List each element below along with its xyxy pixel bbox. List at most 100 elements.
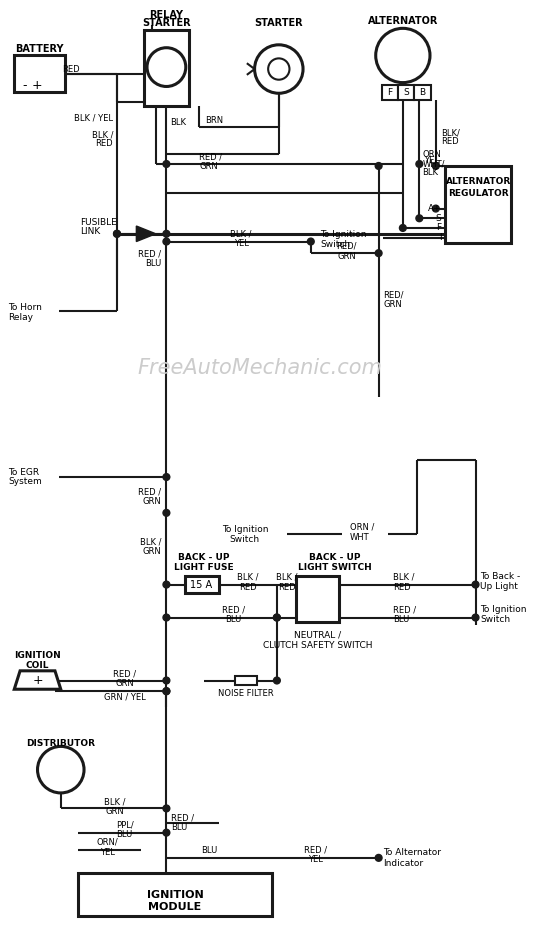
Text: STARTER: STARTER — [255, 19, 303, 28]
Circle shape — [376, 28, 430, 83]
Text: ORN: ORN — [422, 150, 441, 159]
Text: S: S — [403, 88, 409, 97]
Text: LIGHT FUSE: LIGHT FUSE — [175, 563, 234, 572]
Bar — [398, 85, 414, 100]
Text: BLU: BLU — [171, 823, 187, 833]
Text: Switch: Switch — [230, 534, 260, 544]
Bar — [14, 56, 65, 93]
Bar — [296, 576, 339, 622]
Text: BLU: BLU — [116, 830, 133, 839]
Text: REGULATOR: REGULATOR — [448, 189, 509, 197]
Circle shape — [375, 250, 382, 257]
Text: BLK /: BLK / — [92, 130, 113, 140]
Text: I: I — [439, 233, 442, 243]
Text: BLK /: BLK / — [230, 229, 252, 238]
Text: RED /: RED / — [393, 605, 417, 615]
Text: NEUTRAL /: NEUTRAL / — [294, 631, 341, 639]
Text: GRN: GRN — [383, 300, 402, 309]
Text: F: F — [387, 88, 392, 97]
Text: RED: RED — [96, 139, 113, 148]
Text: Switch: Switch — [481, 615, 511, 624]
Circle shape — [472, 615, 479, 621]
Text: -: - — [22, 79, 27, 92]
Text: A+: A+ — [428, 204, 442, 213]
Circle shape — [416, 160, 423, 167]
Bar — [185, 576, 219, 593]
Circle shape — [114, 230, 120, 237]
Text: To Back -: To Back - — [481, 572, 521, 582]
Circle shape — [472, 582, 479, 588]
Circle shape — [163, 582, 170, 588]
Text: WHT: WHT — [350, 532, 369, 542]
Text: ORN/: ORN/ — [97, 838, 118, 847]
Circle shape — [375, 162, 382, 169]
Text: System: System — [9, 478, 42, 486]
Text: RED: RED — [61, 64, 79, 74]
Text: RED /: RED / — [199, 153, 223, 161]
Text: RELAY: RELAY — [150, 9, 183, 20]
Text: YEL: YEL — [308, 855, 323, 865]
Circle shape — [163, 510, 170, 516]
Text: DISTRIBUTOR: DISTRIBUTOR — [26, 739, 95, 748]
Text: LINK: LINK — [80, 228, 100, 236]
Text: FreeAutoMechanic.com: FreeAutoMechanic.com — [137, 358, 382, 378]
Text: BLK /: BLK / — [237, 572, 258, 582]
Text: STARTER: STARTER — [142, 19, 191, 28]
Text: PPL/: PPL/ — [116, 820, 134, 830]
Circle shape — [255, 44, 303, 93]
Bar — [381, 85, 398, 100]
Bar — [78, 873, 272, 916]
Text: BLK: BLK — [170, 118, 186, 126]
Circle shape — [163, 688, 170, 695]
Circle shape — [163, 829, 170, 836]
Circle shape — [163, 230, 170, 237]
Text: To Ignition: To Ignition — [320, 230, 367, 239]
Text: RED /: RED / — [171, 814, 194, 822]
Text: BLK: BLK — [422, 168, 438, 177]
Text: BLK/: BLK/ — [441, 128, 460, 138]
Circle shape — [37, 747, 84, 793]
Text: YEL: YEL — [233, 239, 248, 248]
Text: To Horn: To Horn — [9, 303, 42, 312]
Circle shape — [416, 215, 423, 222]
Circle shape — [273, 615, 280, 621]
Text: To Alternator: To Alternator — [383, 848, 442, 856]
Circle shape — [268, 59, 289, 79]
Text: BLU: BLU — [201, 846, 217, 854]
Text: BRN: BRN — [205, 116, 223, 125]
Circle shape — [273, 677, 280, 683]
Text: RED: RED — [239, 583, 257, 592]
Text: RED /: RED / — [113, 669, 136, 678]
Text: BACK - UP: BACK - UP — [178, 553, 230, 562]
Circle shape — [375, 854, 382, 861]
Circle shape — [399, 225, 406, 231]
Text: RED: RED — [278, 583, 295, 592]
Text: IGNITION: IGNITION — [14, 650, 61, 660]
Text: GRN: GRN — [143, 548, 162, 556]
Text: RED /: RED / — [222, 605, 245, 615]
Text: BLK / YEL: BLK / YEL — [74, 114, 113, 123]
Polygon shape — [136, 226, 156, 242]
Text: GRN: GRN — [199, 162, 218, 172]
Text: ORN /: ORN / — [350, 523, 374, 531]
Text: RED /: RED / — [304, 846, 327, 854]
Text: CLUTCH SAFETY SWITCH: CLUTCH SAFETY SWITCH — [263, 641, 372, 650]
Text: RED: RED — [393, 583, 411, 592]
Text: BATTERY: BATTERY — [15, 43, 64, 54]
Text: Up Light: Up Light — [481, 582, 519, 591]
Circle shape — [163, 615, 170, 621]
Text: FUSIBLE: FUSIBLE — [80, 218, 117, 227]
Text: BLU: BLU — [393, 615, 410, 624]
Text: RED /: RED / — [138, 249, 162, 259]
Text: 15 A: 15 A — [190, 580, 213, 590]
Text: GRN / YEL: GRN / YEL — [104, 693, 146, 701]
Text: BACK - UP: BACK - UP — [309, 553, 361, 562]
Bar — [414, 85, 431, 100]
Text: BLK /: BLK / — [140, 537, 162, 547]
Circle shape — [308, 238, 314, 244]
Text: GRN: GRN — [115, 679, 134, 688]
Polygon shape — [14, 671, 61, 689]
Text: ALTERNATOR: ALTERNATOR — [368, 16, 438, 25]
Text: +: + — [31, 79, 42, 92]
Text: Switch: Switch — [320, 240, 351, 249]
